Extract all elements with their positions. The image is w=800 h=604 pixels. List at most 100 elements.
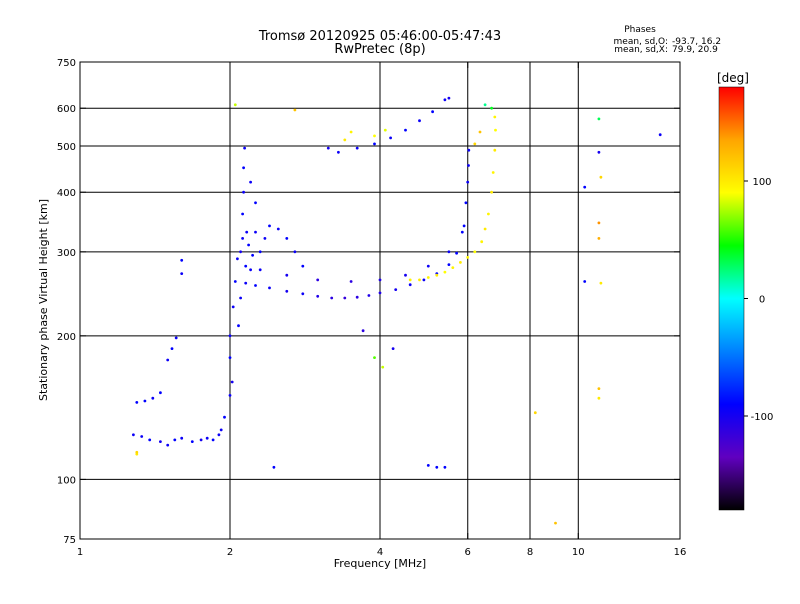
data-point (355, 146, 359, 150)
data-point (245, 230, 249, 234)
data-point (230, 380, 234, 384)
phases-o-values: -93.7, 16.2 (672, 37, 721, 47)
data-point (268, 224, 271, 228)
x-tick-label: 10 (572, 547, 585, 558)
data-point (239, 296, 243, 300)
data-point (276, 227, 280, 231)
data-point (135, 401, 139, 404)
data-point (236, 257, 239, 261)
data-point (383, 128, 387, 132)
data-point (658, 133, 662, 137)
y-axis-label: Stationary phase Virtual Height [km] (37, 199, 50, 401)
data-point (443, 98, 447, 102)
data-point (249, 268, 253, 272)
data-point (239, 250, 243, 254)
data-point (597, 387, 601, 390)
data-point (237, 324, 240, 328)
colorbar-tick-label: -100 (751, 412, 774, 423)
data-point (219, 428, 223, 432)
colorbar (719, 87, 744, 510)
data-point (443, 270, 447, 274)
data-point (326, 146, 330, 150)
data-point (316, 278, 320, 282)
data-point (301, 264, 305, 268)
x-tick-label: 1 (77, 547, 83, 558)
data-point (180, 272, 184, 275)
data-point (381, 365, 385, 369)
data-point (272, 465, 276, 469)
colorbar-tick-label: 100 (752, 177, 771, 188)
data-point (135, 450, 139, 454)
data-point (223, 415, 226, 419)
data-point (249, 180, 253, 184)
data-point (408, 278, 412, 282)
data-point (394, 288, 398, 291)
data-point (431, 110, 434, 114)
x-tick-label: 6 (465, 547, 471, 558)
data-point (228, 356, 232, 359)
data-point (140, 435, 144, 438)
data-point (491, 171, 495, 174)
data-point (459, 261, 462, 264)
data-point (583, 280, 587, 283)
data-point (180, 436, 184, 440)
data-point (597, 221, 601, 225)
data-point (242, 190, 246, 194)
data-point (293, 250, 297, 254)
data-point (254, 284, 257, 287)
data-point (166, 443, 170, 447)
data-point (464, 201, 468, 205)
data-point (258, 268, 262, 272)
data-point (211, 438, 215, 442)
data-point (293, 108, 297, 112)
grid-lines (80, 62, 680, 539)
y-tick-label: 200 (57, 332, 76, 343)
data-point (349, 130, 353, 134)
data-point (337, 150, 340, 154)
data-point (426, 264, 430, 268)
y-tick-label: 300 (57, 248, 76, 259)
phases-heading: Phases (624, 25, 656, 35)
data-point (447, 263, 451, 266)
chart-title-line1: Tromsø 20120925 05:46:00-05:47:43 (258, 29, 501, 44)
data-point (268, 286, 271, 290)
data-point (173, 438, 177, 442)
data-point (285, 273, 289, 277)
data-point (373, 142, 376, 146)
data-point (447, 250, 451, 254)
data-point (231, 305, 235, 309)
data-point (373, 356, 376, 359)
data-point (159, 391, 162, 395)
data-point (343, 296, 347, 300)
data-point (426, 464, 430, 467)
data-point (583, 185, 587, 189)
phases-x-label: mean, sd,X: (614, 45, 668, 55)
data-point (373, 134, 376, 138)
data-point (217, 433, 221, 437)
data-point (554, 521, 557, 525)
data-point (330, 296, 334, 300)
data-point (285, 289, 289, 293)
data-point (244, 281, 248, 285)
chart-title-line2: RwPretec (8p) (334, 42, 425, 57)
data-point (241, 212, 245, 216)
data-point (378, 278, 382, 282)
data-point (460, 230, 464, 234)
y-tick-label: 600 (57, 104, 76, 115)
data-point (378, 291, 382, 295)
data-point (455, 251, 458, 255)
colorbar-tick-label: 0 (759, 295, 765, 306)
x-axis-ticks: 1 2 4 6 8 10 16 (77, 62, 686, 558)
data-point (285, 237, 289, 240)
data-point (487, 212, 490, 216)
data-point (233, 280, 237, 283)
data-point (132, 433, 135, 437)
data-point (467, 164, 470, 167)
data-point (426, 276, 430, 279)
data-point (533, 411, 537, 415)
data-point (199, 438, 203, 442)
data-point (404, 128, 407, 132)
x-tick-label: 8 (527, 547, 533, 558)
data-point (242, 166, 246, 170)
data-point (258, 250, 262, 254)
